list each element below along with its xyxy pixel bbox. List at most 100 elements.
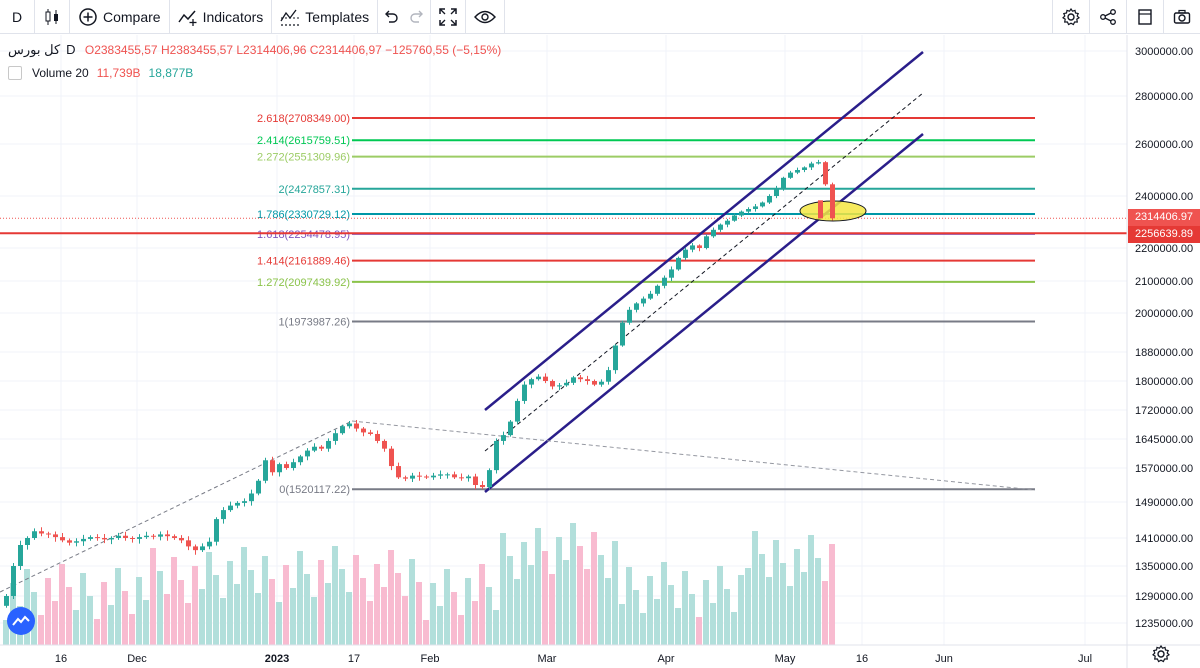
candle-body	[746, 209, 751, 212]
fibonacci-levels: 2.618(2708349.00) 2.414(2615759.51) 2.272(…	[0, 113, 1127, 496]
candle-body	[228, 505, 233, 511]
x-tick-label: 2023	[265, 653, 289, 665]
volume-bar	[402, 596, 408, 645]
candle-body	[830, 184, 835, 219]
x-tick-label: Apr	[657, 653, 674, 665]
volume-bar	[710, 603, 716, 645]
candle-body	[438, 474, 443, 476]
volume-bar	[73, 610, 79, 645]
symbol-interval: D	[66, 42, 76, 57]
volume-bar	[780, 563, 786, 645]
y-tick-label: 1410000.00	[1135, 533, 1193, 545]
candle-body	[732, 215, 737, 221]
volume-bar	[262, 556, 268, 645]
volume-bar	[374, 564, 380, 645]
candle-body	[690, 245, 695, 250]
volume-bar	[304, 574, 310, 645]
volume-bar	[227, 561, 233, 645]
indicators-button[interactable]: Indicators	[170, 0, 272, 34]
snapshot-button[interactable]	[1163, 0, 1200, 34]
last-price-tag: 2314406.97	[1128, 209, 1200, 226]
y-tick-label: 1490000.00	[1135, 497, 1193, 509]
share-button[interactable]	[1089, 0, 1126, 34]
volume-bar	[822, 581, 828, 645]
volume-bar	[143, 600, 149, 645]
volume-bar	[472, 601, 478, 645]
fib-level-label: 2.272(2551309.96)	[257, 152, 350, 164]
volume-bar	[444, 569, 450, 645]
x-tick-label: 17	[348, 653, 360, 665]
templates-button[interactable]: Templates	[272, 0, 377, 34]
interval-button[interactable]: D	[0, 0, 34, 34]
volume-bar	[164, 594, 170, 645]
volume-bar	[213, 575, 219, 645]
candle-body	[4, 596, 9, 606]
volume-bar	[598, 555, 604, 645]
volume-bar	[122, 591, 128, 645]
candle-body	[466, 476, 471, 479]
candle-body	[718, 224, 723, 230]
undo-button[interactable]	[378, 0, 404, 34]
volume-bar	[199, 589, 205, 645]
volume-bar	[675, 608, 681, 645]
volume-bar	[591, 532, 597, 645]
settings-button[interactable]	[1052, 0, 1089, 34]
volume-bar	[108, 605, 114, 645]
volume-bar	[339, 569, 345, 645]
volume-bar	[234, 584, 240, 645]
volume-bar	[647, 576, 653, 645]
candle-body	[326, 440, 331, 449]
volume-bar	[241, 547, 247, 645]
volume-label: Volume 20	[32, 66, 89, 80]
volume-bar	[409, 559, 415, 645]
volume-bar	[206, 552, 212, 645]
volume-bar	[570, 523, 576, 645]
volume-bar	[129, 614, 135, 645]
x-tick-label: 16	[856, 653, 868, 665]
price-chart[interactable]: 2.618(2708349.00) 2.414(2615759.51) 2.272(…	[0, 35, 1200, 668]
volume-bar	[563, 560, 569, 645]
publish-button[interactable]	[1126, 0, 1163, 34]
candle-body	[137, 537, 142, 539]
candle-body	[431, 475, 436, 478]
volume-bar	[157, 571, 163, 645]
volume-bar	[423, 620, 429, 645]
candle-body	[291, 462, 296, 468]
y-tick-label: 1880000.00	[1135, 347, 1193, 359]
candle-body	[263, 460, 268, 481]
compare-button[interactable]: Compare	[70, 0, 169, 34]
redo-button[interactable]	[404, 0, 430, 34]
hide-drawings-button[interactable]	[466, 0, 504, 34]
x-tick-label: Jun	[935, 653, 953, 665]
volume-bar	[52, 601, 58, 645]
candle-body	[18, 545, 23, 566]
candle-body	[193, 546, 198, 551]
volume-bar	[24, 569, 30, 645]
candle-body	[95, 537, 100, 539]
candlestick-icon	[45, 8, 58, 25]
tradingview-logo[interactable]	[7, 607, 35, 635]
fib-level-label: 2(2427857.31)	[278, 184, 350, 196]
candle-body	[648, 293, 653, 299]
y-tick-label: 1290000.00	[1135, 591, 1193, 603]
candle-body	[67, 540, 72, 543]
chart-settings-gear[interactable]	[1152, 644, 1172, 665]
candle-body	[39, 531, 44, 534]
candle-body	[410, 475, 415, 479]
volume-bar	[500, 533, 506, 645]
volume-bar	[717, 566, 723, 645]
volume-bar	[549, 574, 555, 645]
volume-legend: Volume 20 11,739B 18,877B	[8, 66, 193, 80]
chart-type-button[interactable]	[35, 0, 69, 34]
fib-level-label: 1(1973987.26)	[278, 316, 350, 328]
y-tick-label: 2100000.00	[1135, 276, 1193, 288]
y-tick-label: 1800000.00	[1135, 376, 1193, 388]
volume-bar	[38, 615, 44, 645]
collapse-legend-button[interactable]	[8, 66, 22, 80]
volume-bar	[45, 578, 51, 645]
candlesticks	[4, 159, 835, 608]
y-tick-label: 2800000.00	[1135, 91, 1193, 103]
volume-bar	[507, 556, 513, 645]
volume-bar	[661, 562, 667, 645]
fullscreen-button[interactable]	[431, 0, 465, 34]
